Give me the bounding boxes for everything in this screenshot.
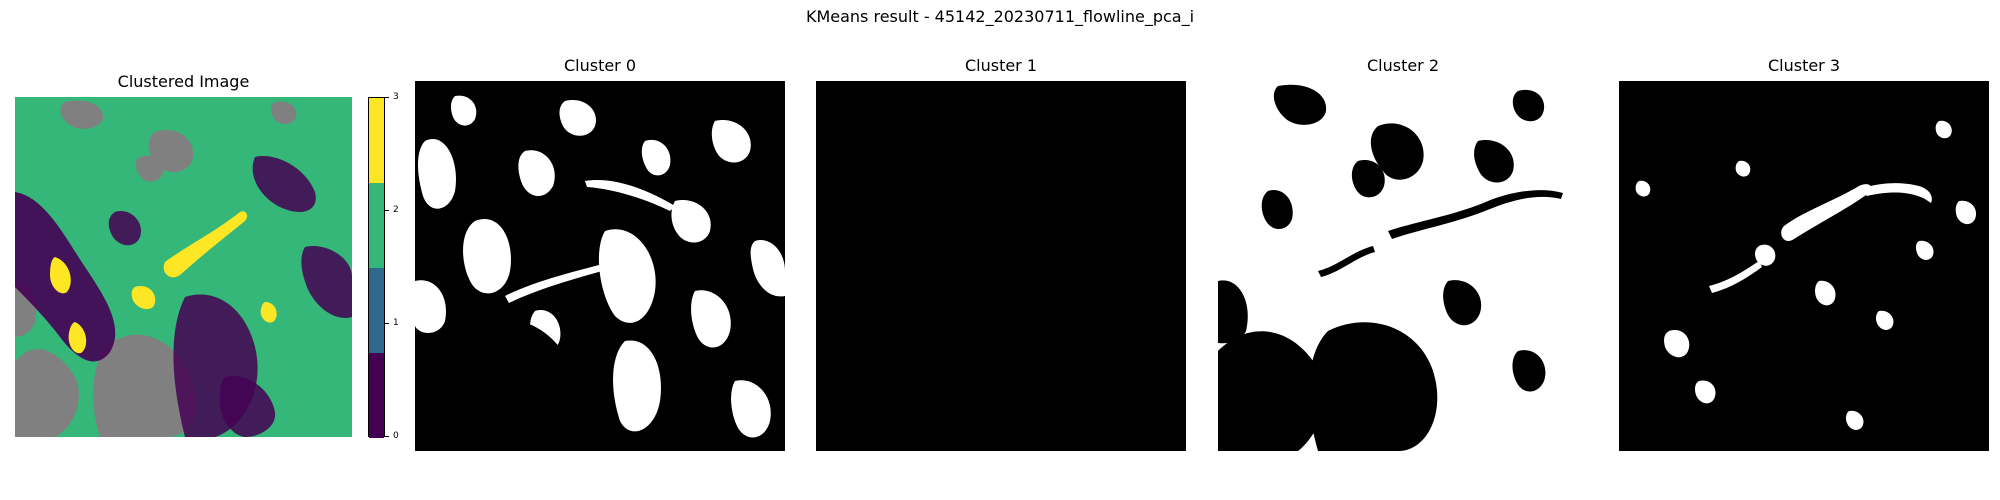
colorbar-tick-0 (385, 436, 389, 437)
colorbar-label-0: 0 (393, 431, 399, 441)
cluster-3-title: Cluster 3 (1767, 56, 1841, 75)
colorbar-tick-3 (385, 97, 389, 98)
figure-title: KMeans result - 45142_20230711_flowline_… (805, 7, 1195, 26)
colorbar-label-2: 2 (393, 205, 399, 215)
colorbar-label-3: 3 (393, 92, 399, 102)
colorbar-segment-2 (369, 183, 384, 268)
cluster-3-mask (1619, 81, 1989, 451)
colorbar-segment-0 (369, 353, 384, 438)
colorbar (368, 97, 385, 438)
cluster-1-mask (816, 81, 1186, 451)
cluster-0-title: Cluster 0 (563, 56, 637, 75)
cluster-1-title: Cluster 1 (964, 56, 1038, 75)
cluster-2-mask (1218, 81, 1588, 451)
colorbar-tick-1 (385, 323, 389, 324)
colorbar-label-1: 1 (393, 318, 399, 328)
clustered-image-title: Clustered Image (117, 72, 250, 91)
cluster-2-title: Cluster 2 (1366, 56, 1440, 75)
colorbar-segment-1 (369, 268, 384, 353)
cluster-0-mask (415, 81, 785, 451)
clustered-image (15, 97, 352, 437)
colorbar-tick-2 (385, 210, 389, 211)
colorbar-segment-3 (369, 98, 384, 183)
